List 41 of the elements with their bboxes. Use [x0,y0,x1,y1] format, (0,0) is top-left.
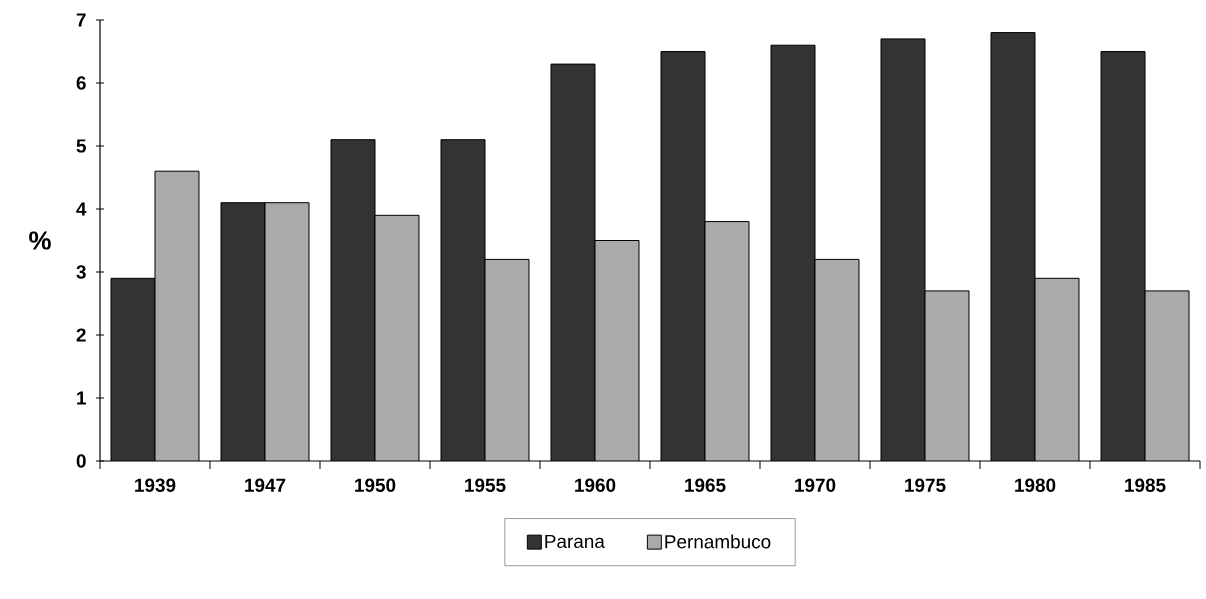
bar [155,171,199,461]
x-tick-label: 1985 [1125,478,1166,492]
x-tick-label: 1980 [1015,478,1056,492]
bar [1144,290,1190,461]
x-tick-label: 1947 [245,478,286,492]
x-tick-label: 1960 [575,478,616,492]
x-tick-label: 1975 [905,478,946,492]
x-tick-label: 1965 [685,478,726,492]
y-axis-title: % [29,231,51,250]
bar [331,139,375,461]
y-tick-label: 2 [76,328,86,342]
bar [111,278,155,461]
bar [1100,51,1146,461]
legend-label: Parana [545,534,605,549]
bar [485,259,529,461]
bar [441,139,485,461]
x-tick-label: 1955 [465,478,506,492]
y-tick-label: 0 [76,454,86,468]
y-tick-label: 4 [76,202,87,216]
bar [375,215,419,461]
y-tick-label: 3 [76,265,86,279]
y-tick-label: 1 [77,391,86,405]
x-tick-label: 1939 [135,478,176,492]
y-tick-label: 7 [76,13,86,27]
bar [551,64,596,461]
bar [881,38,926,461]
y-tick-label: 5 [76,139,86,153]
bar [925,290,970,461]
bar [265,202,309,461]
bar [771,45,816,461]
bar [661,51,706,461]
bar [1035,278,1080,461]
bar [991,32,1036,461]
y-tick-label: 6 [76,76,86,90]
bar [221,202,265,461]
bar [595,240,640,461]
bar [815,259,860,461]
legend-label: Pernambuco [665,534,771,549]
bar [705,221,750,461]
x-tick-label: 1970 [795,478,836,492]
x-tick-label: 1950 [355,478,396,492]
